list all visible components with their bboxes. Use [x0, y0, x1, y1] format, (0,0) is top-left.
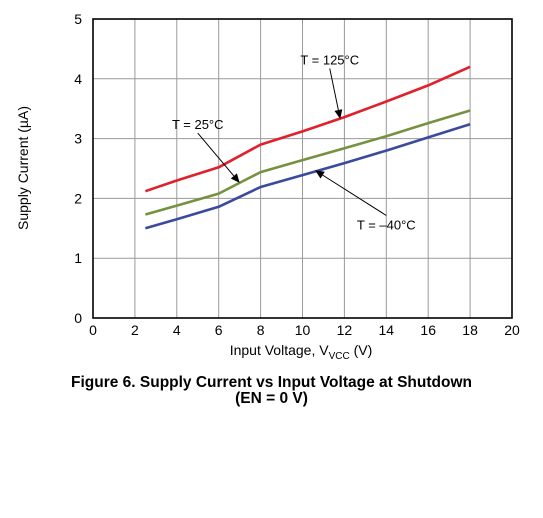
x-tick-label: 0	[89, 322, 97, 338]
y-axis-label: Supply Current (µA)	[15, 106, 31, 230]
x-tick-label: 10	[295, 322, 311, 338]
series-label-2: T = –40°C	[357, 217, 416, 232]
x-tick-label: 12	[337, 322, 353, 338]
x-tick-labels: 0 2 4 6 8 10 12 14 16 18 20	[89, 322, 520, 338]
plot-frame	[92, 18, 513, 319]
x-tick-label: 16	[420, 322, 436, 338]
series-label-arrowhead	[230, 173, 240, 183]
x-axis-label-main: Input Voltage, V	[230, 342, 330, 358]
figure-caption-condition: (EN = 0 V)	[235, 390, 308, 407]
y-tick-label: 4	[74, 71, 82, 87]
x-axis-label-unit: (V)	[350, 342, 373, 358]
series-label-1: T = 25°C	[172, 117, 224, 132]
series-label-arrow-line	[322, 174, 387, 216]
figure-caption-title: Figure 6. Supply Current vs Input Voltag…	[70, 374, 472, 391]
x-tick-label: 8	[257, 322, 265, 338]
x-axis-label: Input Voltage, VVCC (V)	[230, 342, 373, 362]
y-tick-label: 1	[74, 250, 82, 266]
y-tick-labels: 0 1 2 3 4 5	[74, 11, 82, 326]
series-line-0	[144, 65, 471, 193]
series-label-arrowhead	[334, 109, 343, 119]
series-lines	[144, 65, 471, 230]
series-label-arrow-line	[197, 132, 235, 177]
x-tick-label: 14	[379, 322, 395, 338]
x-tick-label: 18	[462, 322, 478, 338]
series-label-arrowhead	[315, 170, 325, 179]
series-label-0: T = 125°C	[300, 52, 359, 67]
series-line-1	[145, 109, 471, 216]
y-tick-label: 2	[74, 190, 82, 206]
y-tick-label: 0	[74, 310, 82, 326]
x-tick-label: 6	[215, 322, 223, 338]
x-tick-label: 20	[504, 322, 520, 338]
y-tick-label: 3	[74, 131, 82, 147]
x-tick-label: 4	[173, 322, 181, 338]
series-label-arrow-line	[329, 68, 339, 111]
series-line-2	[145, 122, 471, 230]
x-tick-label: 2	[131, 322, 139, 338]
series-annotations: T = 125°C T = 25°C T = –40°C	[172, 52, 416, 232]
x-axis-label-subscript: VCC	[329, 351, 350, 362]
y-tick-label: 5	[74, 11, 82, 27]
